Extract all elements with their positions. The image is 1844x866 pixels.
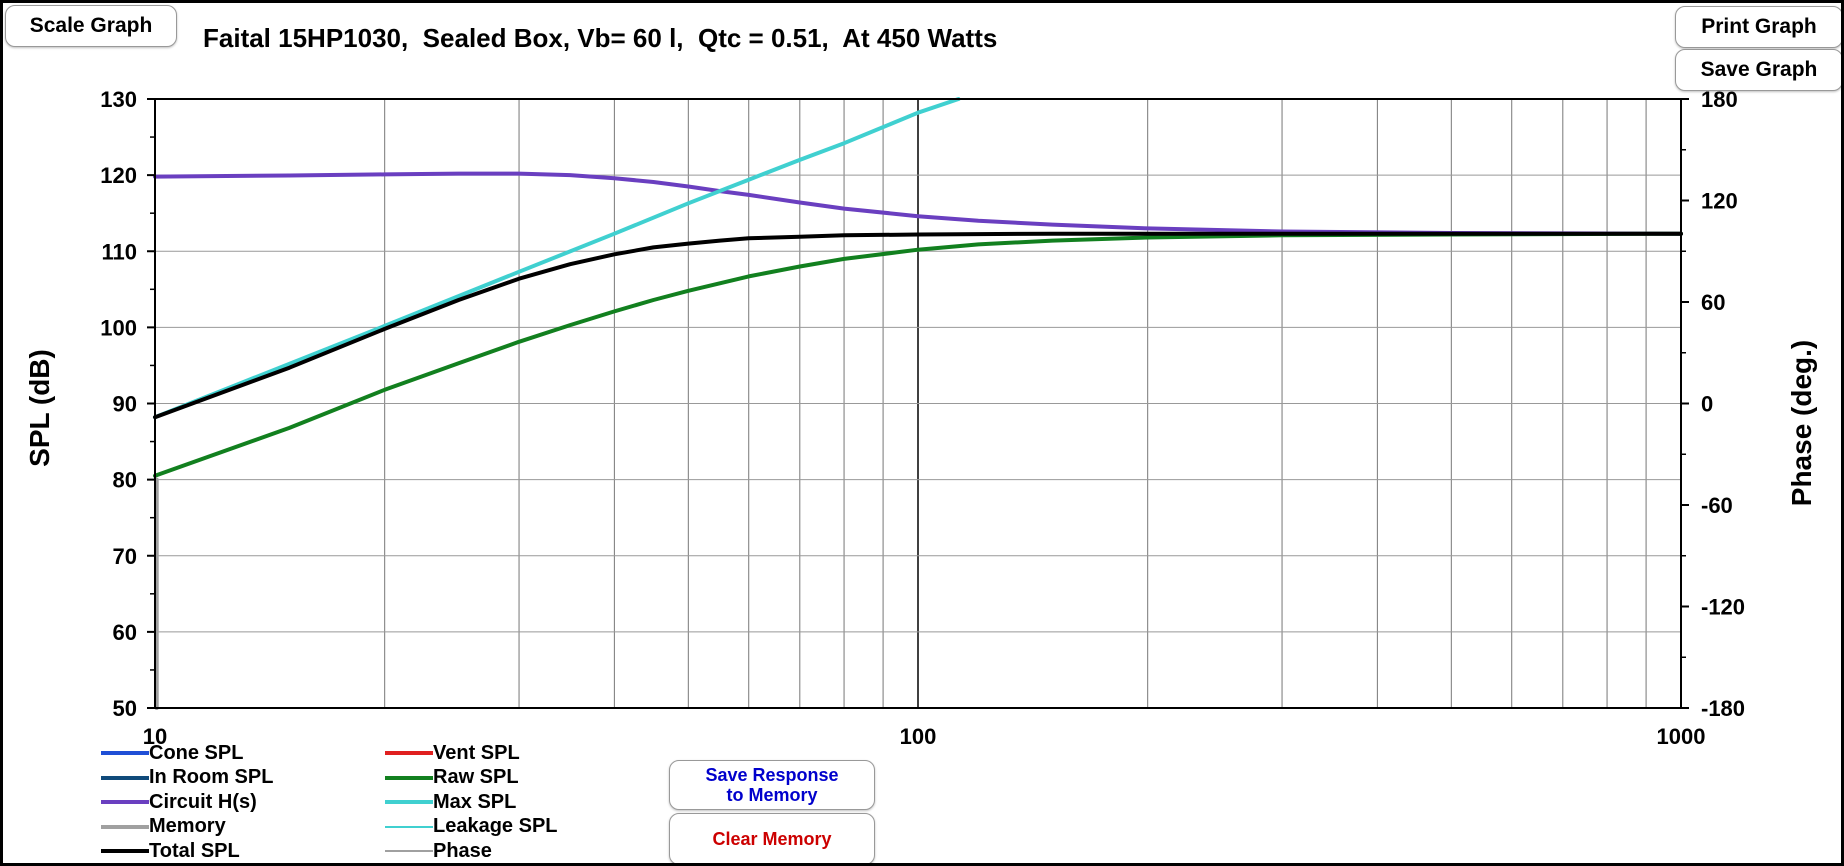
legend-item-in-room-spl: In Room SPL — [101, 766, 273, 790]
legend-label: Memory — [149, 815, 226, 837]
y-axis-label: SPL (dB) — [24, 349, 55, 467]
scale-graph-button[interactable]: Scale Graph — [5, 5, 177, 47]
series-max-spl — [153, 97, 961, 420]
save-graph-button[interactable]: Save Graph — [1675, 49, 1841, 91]
legend-swatch — [385, 775, 433, 780]
legend-swatch — [385, 850, 433, 852]
series-layer — [153, 97, 1683, 710]
save-response-button[interactable]: Save Response to Memory — [669, 760, 875, 810]
tick-labels: 50 60 70 80 90 100 110 120 130 -180 -120 -60 0 60 120 1… — [100, 87, 1745, 749]
legend-label: Circuit H(s) — [149, 790, 257, 813]
legend-item-leakage-spl: Leakage SPL — [385, 815, 558, 839]
y-tick-label: 50 — [113, 696, 137, 721]
y-tick-label: 60 — [113, 620, 137, 645]
series-total-spl — [153, 231, 1683, 420]
legend-swatch — [385, 825, 433, 828]
y2-tick-label: -180 — [1701, 696, 1745, 721]
legend-swatch — [101, 800, 149, 804]
chart-title: Faital 15HP1030, Sealed Box, Vb= 60 l, Q… — [203, 23, 998, 53]
legend-item-vent-spl: Vent SPL — [385, 741, 520, 765]
y2-axis-label: Phase (deg.) — [1786, 340, 1817, 506]
legend-swatch — [101, 824, 149, 829]
y-tick-label: 80 — [113, 468, 137, 493]
legend-label: In Room SPL — [149, 766, 274, 788]
y2-tick-label: 180 — [1701, 87, 1738, 112]
y2-tick-label: 60 — [1701, 290, 1725, 315]
y2-tick-label: 0 — [1701, 392, 1713, 417]
y2-tick-label: 120 — [1701, 189, 1738, 214]
y-tick-label: 100 — [100, 315, 137, 340]
legend-swatch — [385, 751, 433, 755]
y-tick-label: 110 — [102, 239, 138, 264]
clear-memory-button[interactable]: Clear Memory — [669, 813, 875, 863]
save-response-label-line2: to Memory — [726, 785, 818, 805]
x-tick-label: 1000 — [1657, 724, 1706, 749]
legend-swatch — [101, 849, 149, 853]
save-response-label-line1: Save Response — [705, 765, 839, 785]
legend-label: Vent SPL — [433, 741, 520, 764]
grid — [155, 99, 1681, 708]
legend-item-cone-spl: Cone SPL — [101, 741, 243, 765]
legend-label: Max SPL — [433, 790, 517, 813]
series-raw-spl — [153, 231, 1683, 478]
y-tick-label: 130 — [100, 87, 137, 112]
y2-tick-label: -60 — [1701, 493, 1733, 518]
x-tick-label: 10 — [143, 724, 167, 749]
legend-label: Raw SPL — [433, 766, 519, 788]
spl-chart: 50 60 70 80 90 100 110 120 130 -180 -120 -60 0 60 120 1… — [24, 87, 1817, 749]
legend-swatch — [101, 751, 149, 755]
legend-label: Leakage SPL — [433, 815, 558, 837]
y-tick-label: 120 — [100, 163, 137, 188]
y2-tick-label: -120 — [1701, 595, 1745, 620]
legend-label: Phase — [433, 839, 492, 862]
print-graph-button[interactable]: Print Graph — [1675, 6, 1841, 48]
legend-item-total-spl: Total SPL — [101, 839, 240, 863]
legend-item-circuit-h-s: Circuit H(s) — [101, 790, 257, 814]
legend-swatch — [101, 775, 149, 780]
legend-item-max-spl: Max SPL — [385, 790, 516, 814]
legend-item-raw-spl: Raw SPL — [385, 766, 519, 790]
legend-swatch — [385, 800, 433, 804]
y-tick-label: 70 — [113, 544, 137, 569]
legend-item-memory: Memory — [101, 815, 226, 839]
legend-label: Cone SPL — [149, 741, 244, 764]
legend-item-phase: Phase — [385, 839, 492, 863]
x-tick-label: 100 — [900, 724, 937, 749]
legend-label: Total SPL — [149, 839, 240, 862]
series-circuit-h-s — [153, 171, 1683, 236]
y-tick-label: 90 — [113, 392, 137, 417]
